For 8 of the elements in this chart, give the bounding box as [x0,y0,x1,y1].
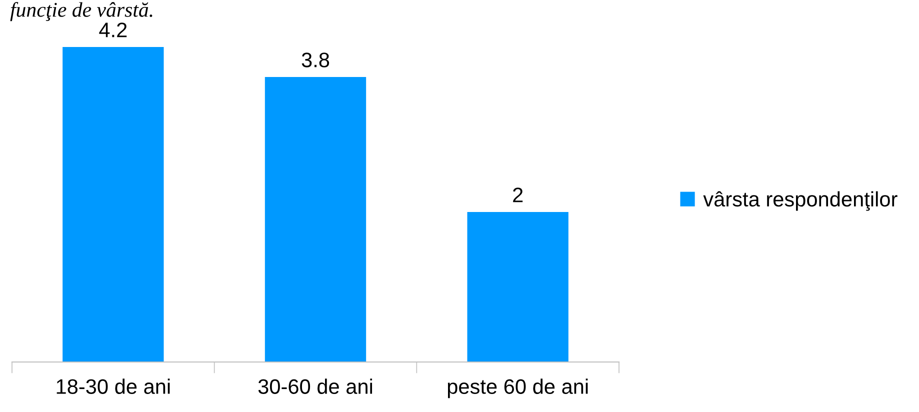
legend-label: vârsta respondenţilor [703,191,898,211]
x-tick-label: 30-60 de ani [258,378,372,394]
data-label: 2 [513,188,523,202]
text: funcţie de vârstă. [10,2,152,22]
data-label: 4.2 [99,22,127,38]
x-tick-label: 18-30 de ani [56,378,170,394]
data-label: 3.8 [302,52,330,68]
x-tick-label: peste 60 de ani [448,378,588,398]
